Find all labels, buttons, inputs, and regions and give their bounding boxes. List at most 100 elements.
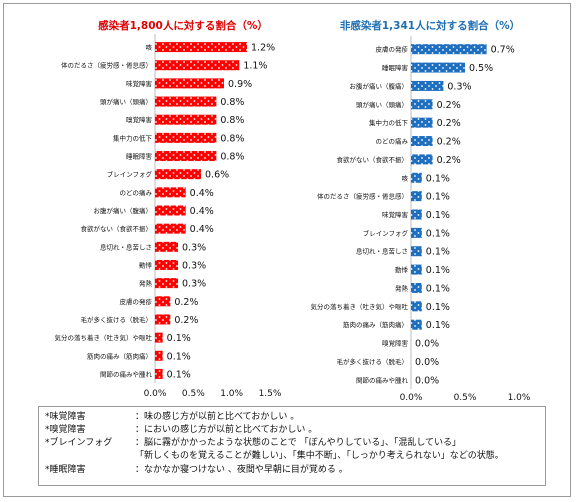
value-label: 0.1% [426,192,450,203]
note-desc: ：においの感じ方が以前と比べておかしい 。 [135,425,318,435]
x-tick-label: 1.5% [259,389,282,399]
note-term: *味覚障害 [45,412,86,422]
bar [155,205,186,216]
category-label: ブレインフォグ [107,170,153,179]
category-label: 嗅覚障害 [382,339,409,348]
value-label: 0.1% [167,351,191,362]
x-tick-label: 0.5% [182,389,205,399]
value-label: 0.3% [182,242,206,253]
value-label: 0.1% [167,333,191,344]
note-desc: ：なかなか寝つけない 、夜間や早朝に目が覚める 。 [135,465,348,475]
category-label: 集中力の低下 [113,133,153,142]
category-label: 動悸 [139,260,153,269]
value-label: 0.3% [447,81,471,92]
value-label: 0.2% [437,137,461,148]
value-label: 0.1% [426,320,450,331]
value-label: 0.9% [228,79,252,90]
bar [155,278,178,289]
value-label: 0.0% [415,339,439,350]
value-label: 0.7% [491,45,515,56]
value-label: 0.4% [190,206,214,217]
category-label: 体のだるさ（疲労感・倦怠感） [61,61,152,70]
bar [411,301,422,312]
bar [155,151,217,162]
chart-right-title: 非感染者1,341人に対する割合（%） [340,19,520,32]
x-tick-label: 0.5% [454,393,477,403]
notes-box: *味覚障害 ：味の感じ方が以前と比べておかしい 。 *嗅覚障害 ：においの感じ方… [38,406,546,486]
chart-right: 皮膚の発疹 0.7% 睡眠障害 0.5% お腹が痛い（腹痛） 0.3% 頭が痛い（頭痛） 0.… [311,36,531,403]
value-label: 0.1% [426,265,450,276]
note-term: *嗅覚障害 [45,425,86,435]
chart-left: 咳 1.2% 体のだるさ（疲労感・倦怠感） 1.1% 味覚障害 0.9% 頭が痛い（頭痛） 0… [55,34,282,399]
category-label: 皮膚の発疹 [120,297,153,306]
note-desc: ：脳に霧がかかったような状態のことで 「ぼんやりしている」、「混乱している」 [135,438,462,448]
category-label: 体のだるさ（疲労感・倦怠感） [317,192,408,201]
chart-left-title: 感染者1,800人に対する割合（%） [98,19,268,32]
category-label: 毛が多く抜ける（脱毛） [337,357,409,366]
bar [411,209,422,220]
value-label: 0.1% [426,210,450,221]
category-label: 睡眠障害 [126,152,153,161]
bar [155,241,178,252]
figure-frame [3,3,571,497]
category-label: 食欲がない（食欲不振） [337,155,409,164]
bar [155,60,240,71]
value-label: 0.0% [415,375,439,386]
note-term: *ブレインフォグ [45,438,113,448]
x-tick-label: 1.0% [508,393,531,403]
value-label: 0.1% [426,247,450,258]
value-label: 0.1% [426,228,450,239]
bar [411,44,487,55]
bar [155,132,217,143]
bar [155,169,201,180]
value-label: 0.8% [220,152,244,163]
note-desc: 「新しくものを覚えることが難しい」、「集中不断」、「しっかり考えられない」などの… [135,451,504,461]
category-label: 睡眠障害 [382,63,409,72]
note-term: *睡眠障害 [45,465,86,475]
category-label: 集中力の低下 [369,118,409,127]
x-tick-label: 1.0% [220,389,243,399]
value-label: 0.2% [437,155,461,166]
value-label: 0.3% [182,279,206,290]
category-label: 息切れ・息苦しさ [356,247,408,256]
category-label: 発熱 [395,283,409,292]
value-label: 1.2% [251,43,275,54]
bar [155,368,163,379]
category-label: 発熱 [139,279,153,288]
value-label: 0.8% [220,133,244,144]
bar [155,187,186,198]
value-label: 0.3% [182,260,206,271]
category-label: 気分の落ち着き（吐き気）や嘔吐 [311,302,409,311]
category-label: 気分の落ち着き（吐き気）や嘔吐 [55,333,153,342]
x-tick-label: 0.0% [400,393,423,403]
category-label: 咳 [402,173,409,182]
bar [411,136,433,147]
category-label: 筋肉の痛み（筋肉痛） [87,351,152,360]
bar [155,314,171,325]
value-label: 0.1% [167,369,191,380]
bar [411,227,422,238]
category-label: お腹が痛い（腹痛） [94,206,153,215]
value-label: 0.8% [220,97,244,108]
bar [155,332,163,343]
category-label: 筋肉の痛み（筋肉痛） [343,320,408,329]
category-label: 嗅覚障害 [126,115,153,124]
category-label: 食欲がない（食欲不振） [81,224,153,233]
value-label: 0.4% [190,224,214,235]
bar [411,282,422,293]
bar [155,96,217,107]
bar [411,154,433,165]
category-label: 動悸 [395,265,409,274]
bar [155,296,171,307]
category-label: ブレインフォグ [363,228,409,237]
category-label: 頭が痛い（頭痛） [356,100,408,109]
value-label: 0.1% [426,173,450,184]
value-label: 0.2% [174,297,198,308]
value-label: 0.2% [437,118,461,129]
category-label: のどの痛み [376,137,409,146]
value-label: 0.2% [437,100,461,111]
bar [411,80,444,91]
category-label: 味覚障害 [126,79,153,88]
value-label: 0.1% [426,283,450,294]
